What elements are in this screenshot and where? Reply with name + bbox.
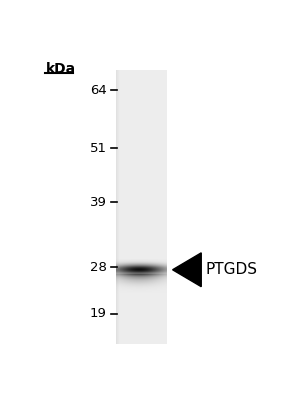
Text: 19: 19: [90, 307, 107, 320]
Polygon shape: [172, 253, 201, 287]
Text: 28: 28: [90, 261, 107, 274]
Text: 64: 64: [90, 84, 107, 97]
Text: kDa: kDa: [46, 62, 76, 76]
Text: 39: 39: [90, 196, 107, 208]
Text: PTGDS: PTGDS: [205, 262, 257, 277]
Text: 51: 51: [90, 142, 107, 155]
